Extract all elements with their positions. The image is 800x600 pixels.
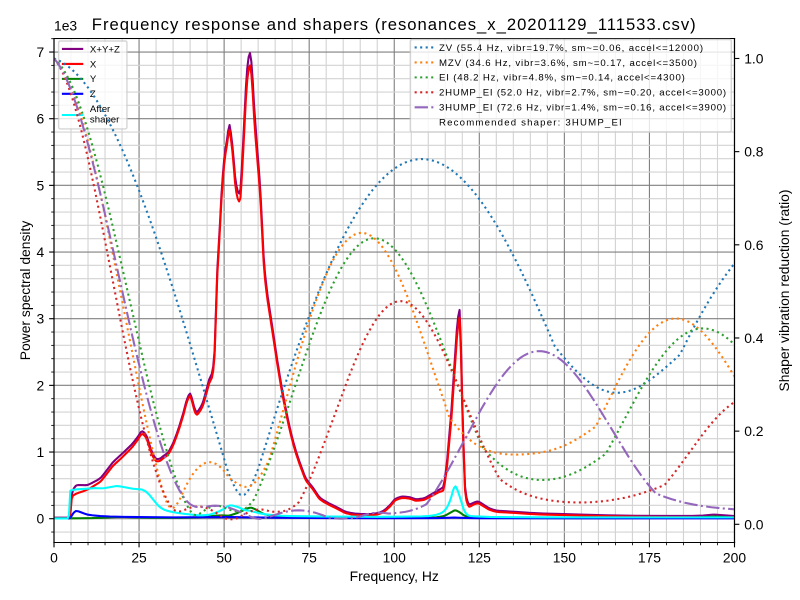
svg-text:7: 7	[37, 44, 45, 60]
svg-text:X+Y+Z: X+Y+Z	[90, 44, 123, 55]
svg-text:2: 2	[37, 377, 45, 393]
svg-text:MZV (34.6 Hz, vibr=3.6%, sm~=0: MZV (34.6 Hz, vibr=3.6%, sm~=0.17, accel…	[439, 58, 698, 69]
svg-text:125: 125	[468, 549, 491, 565]
svg-text:0.4: 0.4	[744, 330, 764, 346]
svg-text:175: 175	[638, 549, 661, 565]
svg-text:0: 0	[37, 511, 45, 527]
svg-text:150: 150	[553, 549, 576, 565]
svg-text:Frequency, Hz: Frequency, Hz	[350, 568, 439, 584]
svg-text:Power spectral density: Power spectral density	[17, 221, 33, 361]
svg-text:100: 100	[383, 549, 406, 565]
svg-text:Frequency response and shapers: Frequency response and shapers (resonanc…	[92, 15, 697, 34]
svg-text:200: 200	[723, 549, 746, 565]
svg-text:0.8: 0.8	[744, 144, 764, 160]
svg-text:Y: Y	[90, 74, 97, 85]
svg-text:1: 1	[37, 444, 45, 460]
svg-text:X: X	[90, 59, 97, 70]
svg-text:shaper: shaper	[90, 115, 120, 126]
svg-text:6: 6	[37, 111, 45, 127]
svg-text:1.0: 1.0	[744, 51, 764, 67]
svg-text:After: After	[90, 104, 111, 115]
svg-text:EI (48.2 Hz, vibr=4.8%, sm~=0.: EI (48.2 Hz, vibr=4.8%, sm~=0.14, accel<…	[439, 73, 686, 84]
svg-text:25: 25	[131, 549, 147, 565]
svg-text:Shaper vibration reduction (ra: Shaper vibration reduction (ratio)	[776, 189, 792, 391]
svg-text:Recommended shaper: 3HUMP_EI: Recommended shaper: 3HUMP_EI	[439, 118, 623, 129]
svg-text:75: 75	[301, 549, 317, 565]
svg-text:50: 50	[216, 549, 232, 565]
svg-text:0.6: 0.6	[744, 237, 764, 253]
svg-text:5: 5	[37, 177, 45, 193]
svg-text:3: 3	[37, 311, 45, 327]
svg-text:2HUMP_EI (52.0 Hz, vibr=2.7%,: 2HUMP_EI (52.0 Hz, vibr=2.7%, sm~=0.20, …	[439, 88, 779, 99]
svg-text:0: 0	[50, 549, 58, 565]
svg-text:0.2: 0.2	[744, 423, 764, 439]
svg-text:Z: Z	[90, 89, 96, 100]
svg-text:3HUMP_EI (72.6 Hz, vibr=1.4%,: 3HUMP_EI (72.6 Hz, vibr=1.4%, sm~=0.16, …	[439, 103, 727, 114]
svg-text:4: 4	[37, 244, 45, 260]
svg-text:ZV (55.4 Hz, vibr=19.7%, sm~=0: ZV (55.4 Hz, vibr=19.7%, sm~=0.06, accel…	[439, 43, 704, 54]
svg-text:1e3: 1e3	[54, 17, 77, 33]
svg-text:0.0: 0.0	[744, 516, 764, 532]
